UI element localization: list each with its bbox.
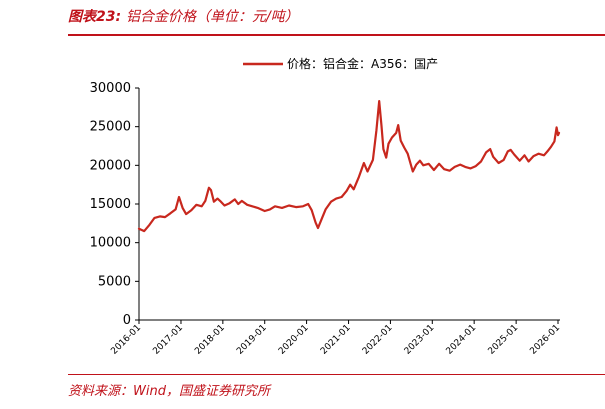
y-axis: 0 5000 10000 15000 20000 25000 30000 [90,81,140,328]
y-tick-label: 10000 [90,236,131,251]
x-tick-label: 2026-01 [528,323,562,357]
x-tick-label: 2022-01 [361,323,395,357]
x-tick-label: 2023-01 [403,323,437,357]
legend: 价格：铝合金：A356：国产 [243,56,438,71]
x-tick-label: 2025-01 [487,323,521,357]
series-layer [137,99,561,233]
figure-title-text: 铝合金价格（单位：元/吨） [125,9,299,25]
y-tick-label: 20000 [90,158,131,173]
x-tick-label: 2016-01 [109,323,143,357]
series-line-0 [137,99,561,233]
x-tick-label: 2021-01 [319,323,353,357]
y-tick-label: 5000 [98,274,131,289]
x-tick-label: 2024-01 [445,323,479,357]
source-note: 资料来源：Wind，国盛证券研究所 [68,384,270,399]
x-axis: 2016-01 2017-01 2018-01 2019-01 2020-01 2021-… [109,319,562,357]
title-rule [68,34,605,36]
figure-number: 图表23: [68,9,122,25]
figure-title: 图表23: 铝合金价格（单位：元/吨） [68,6,299,26]
y-tick-label: 0 [123,313,131,328]
y-tick-label: 25000 [90,120,131,135]
source-rule [68,374,605,375]
y-tick-label: 30000 [90,81,131,96]
x-tick-label: 2018-01 [193,323,227,357]
y-tick-label: 15000 [90,197,131,212]
x-tick-label: 2019-01 [235,323,269,357]
x-tick-label: 2020-01 [277,323,311,357]
legend-label: 价格：铝合金：A356：国产 [287,56,438,71]
x-tick-label: 2017-01 [151,323,185,357]
